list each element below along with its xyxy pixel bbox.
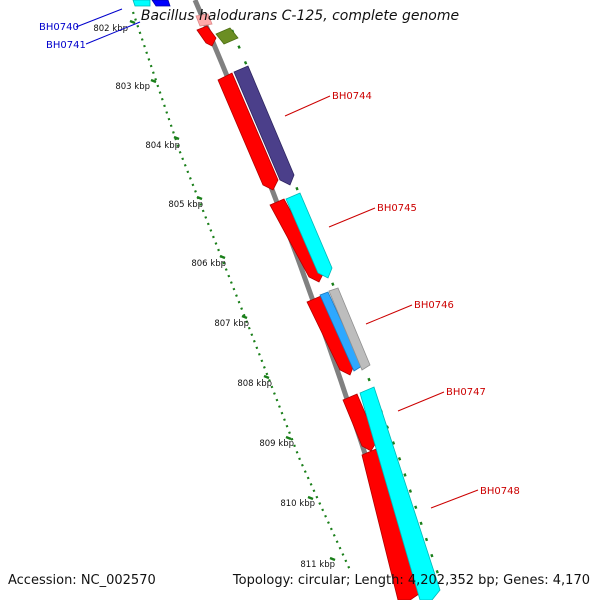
map-title: Bacillus halodurans C-125, complete geno… [140, 8, 460, 24]
callout-line [397, 391, 445, 412]
scale-label: 806 kbp [191, 259, 226, 269]
scale-labels: 802 kbp 803 kbp 804 kbp 805 kbp 806 kbp … [93, 24, 335, 570]
scale-label: 803 kbp [115, 82, 150, 92]
cds-feature-purple [233, 65, 295, 186]
cds-feature [306, 295, 355, 376]
cds-feature-cyan [285, 192, 333, 279]
scale-label: 811 kbp [300, 560, 335, 570]
scale-label: 810 kbp [280, 499, 315, 509]
scale-label: 802 kbp [93, 24, 128, 34]
callout-line [75, 8, 123, 28]
gene-label-reverse[interactable]: BH0740 [39, 22, 79, 33]
scale-label: 807 kbp [214, 319, 249, 329]
scale-tick [173, 135, 180, 141]
scale-line [131, 11, 352, 571]
cds-feature-olive [215, 27, 239, 45]
accession-text: Accession: NC_002570 [8, 573, 156, 588]
callout-line [85, 21, 141, 45]
gene-label-forward[interactable]: BH0744 [332, 91, 372, 102]
scale-tick [329, 556, 336, 562]
callout-line [284, 95, 331, 117]
scale-tick [263, 374, 270, 380]
scale-label: 808 kbp [237, 379, 272, 389]
gene-label-forward[interactable]: BH0748 [480, 486, 520, 497]
gene-label-forward[interactable]: BH0747 [446, 387, 486, 398]
gene-label-forward[interactable]: BH0745 [377, 203, 417, 214]
cds-feature [342, 393, 378, 452]
scale-tick [196, 195, 203, 201]
scale-tick [307, 495, 314, 501]
cds-feature [217, 72, 279, 191]
callout-line [365, 304, 413, 325]
cds-feature-cyan [359, 386, 441, 600]
cds-feature-cyan [132, 0, 151, 7]
cds-feature-blue [151, 0, 171, 7]
cds-feature [269, 198, 325, 283]
scale-tick [241, 314, 248, 320]
forward-cds-features [196, 25, 426, 600]
gene-labels: BH0740 BH0741 BH0744 BH0745 BH0746 BH074… [39, 22, 520, 497]
scale-tick [285, 435, 292, 441]
outer-cds-features [132, 0, 441, 600]
scale-ticks [129, 19, 336, 562]
callout-line [430, 489, 479, 509]
scale-label: 804 kbp [145, 141, 180, 151]
genome-summary-text: Topology: circular; Length: 4,202,352 bp… [232, 573, 590, 588]
cds-feature [196, 25, 217, 47]
cds-feature-gray [328, 287, 371, 371]
gene-callouts [75, 8, 479, 509]
cds-feature-pink [195, 13, 213, 27]
scale-label: 805 kbp [168, 200, 203, 210]
scale-tick [219, 254, 226, 260]
gene-label-forward[interactable]: BH0746 [414, 300, 454, 311]
scale-tick [150, 78, 157, 84]
scale-tick [129, 19, 136, 25]
callout-line [328, 207, 376, 228]
scale-label: 809 kbp [259, 439, 294, 449]
gene-label-reverse[interactable]: BH0741 [46, 40, 86, 51]
